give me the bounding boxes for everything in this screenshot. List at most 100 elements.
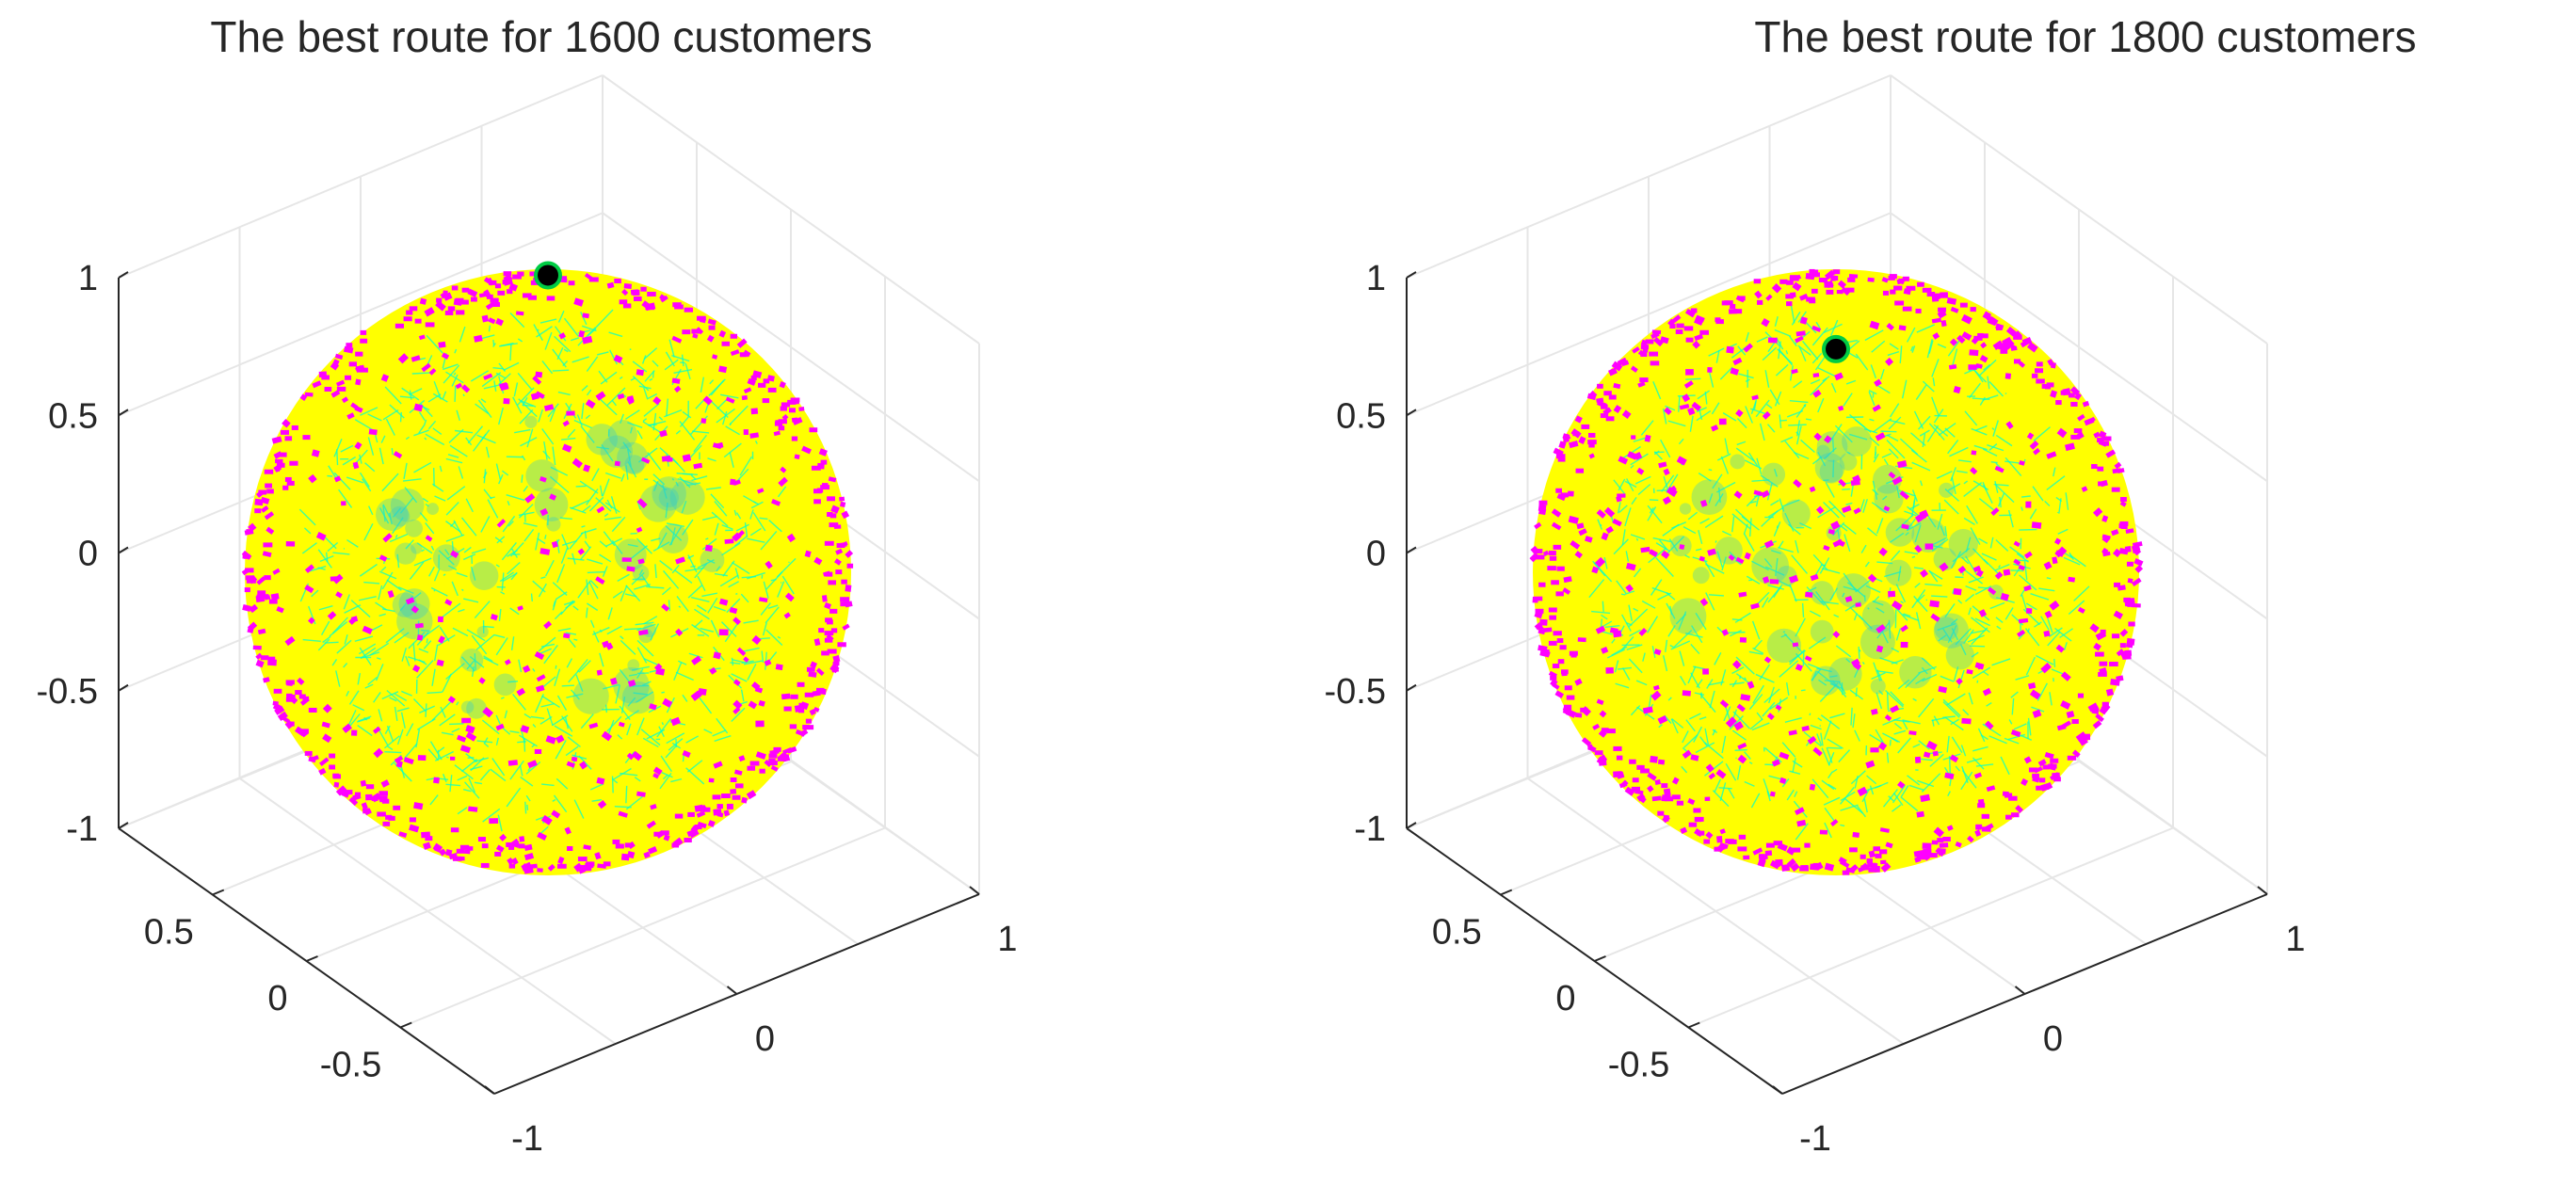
- route-segment: [538, 636, 556, 652]
- route-segment: [461, 588, 464, 591]
- route-segment: [1763, 688, 1780, 704]
- route-segment: [311, 589, 319, 598]
- customer-point: [397, 353, 409, 364]
- customer-point: [1538, 504, 1547, 512]
- route-segment: [348, 690, 360, 705]
- route-segment: [2047, 618, 2053, 633]
- route-patch: [1692, 567, 1710, 585]
- customer-point: [2114, 582, 2121, 587]
- route-segment: [694, 619, 703, 628]
- customer-point: [321, 375, 330, 380]
- customer-point: [470, 296, 477, 302]
- customer-point: [583, 464, 591, 473]
- customer-point: [1812, 272, 1820, 278]
- customer-point: [2041, 383, 2050, 389]
- route-patch: [1669, 598, 1707, 635]
- customer-point: [1702, 668, 1709, 675]
- customer-point: [1554, 690, 1565, 698]
- route-segment: [681, 354, 684, 367]
- route-segment: [495, 372, 507, 379]
- route-segment: [744, 522, 749, 537]
- customer-point: [636, 791, 646, 797]
- route-segment: [381, 691, 399, 700]
- customer-point: [522, 293, 532, 298]
- route-patch: [639, 484, 678, 522]
- customer-point: [1585, 536, 1593, 543]
- route-patch: [1691, 479, 1728, 515]
- customer-point: [1652, 684, 1660, 691]
- customer-point: [1978, 609, 1988, 617]
- route-segment: [1763, 778, 1771, 797]
- customer-point: [518, 843, 525, 849]
- route-segment: [1915, 677, 1925, 685]
- customer-point: [540, 814, 553, 825]
- route-segment: [729, 405, 749, 425]
- route-segment: [604, 513, 609, 518]
- customer-point: [845, 550, 854, 558]
- customer-point: [365, 784, 375, 790]
- route-segment: [1966, 505, 1978, 524]
- customer-point: [1919, 511, 1928, 519]
- customer-point: [2010, 729, 2021, 738]
- customer-point: [813, 499, 821, 505]
- route-segment: [543, 441, 548, 460]
- route-segment: [1665, 405, 1676, 411]
- customer-point: [393, 451, 403, 459]
- route-segment: [1951, 628, 1959, 641]
- customer-point: [1625, 562, 1636, 571]
- route-segment: [1634, 475, 1651, 485]
- customer-point: [2060, 671, 2071, 681]
- route-segment: [1944, 427, 1956, 438]
- customer-point: [403, 757, 414, 765]
- customer-point: [2016, 629, 2026, 637]
- route-segment: [1928, 423, 1945, 441]
- customer-point: [481, 843, 489, 849]
- customer-point: [520, 725, 530, 734]
- customer-point: [332, 359, 340, 366]
- route-patch: [466, 697, 487, 719]
- customer-point: [1844, 596, 1853, 603]
- route-segment: [394, 693, 408, 702]
- route-patch: [405, 519, 424, 537]
- route-segment: [777, 486, 787, 498]
- route-segment: [540, 703, 555, 708]
- route-segment: [661, 691, 665, 694]
- route-segment: [1731, 729, 1747, 741]
- route-segment: [538, 583, 547, 598]
- route-segment: [575, 485, 587, 488]
- customer-point: [1732, 357, 1743, 366]
- customer-point: [1942, 836, 1951, 841]
- customer-point: [1914, 544, 1923, 553]
- route-segment: [518, 504, 534, 519]
- customer-point: [2060, 700, 2071, 710]
- route-segment: [776, 557, 797, 578]
- route-segment: [378, 570, 397, 580]
- customer-point: [1715, 769, 1727, 779]
- route-segment: [474, 781, 483, 785]
- route-segment: [1946, 693, 1966, 706]
- route-segment: [1904, 510, 1917, 517]
- route-segment: [2068, 600, 2085, 616]
- customer-point: [1811, 269, 1819, 275]
- customer-point: [2133, 558, 2144, 567]
- route-segment: [2004, 607, 2014, 620]
- customer-point: [1765, 842, 1775, 848]
- route-segment: [401, 690, 412, 697]
- route-segment: [541, 361, 554, 375]
- route-patch: [1861, 600, 1896, 633]
- customer-point: [1852, 831, 1860, 839]
- customer-point: [686, 828, 697, 838]
- customer-point: [411, 605, 420, 614]
- customer-point: [246, 578, 256, 584]
- customer-point: [1562, 433, 1571, 442]
- route-segment: [1861, 789, 1870, 803]
- route-segment: [652, 412, 657, 431]
- route-segment: [1860, 499, 1865, 512]
- customer-point: [530, 392, 539, 401]
- customer-point: [1885, 841, 1893, 849]
- route-segment: [731, 707, 746, 722]
- route-segment: [642, 418, 648, 422]
- route-segment: [1956, 470, 1968, 473]
- route-segment: [569, 506, 587, 514]
- route-segment: [604, 472, 621, 479]
